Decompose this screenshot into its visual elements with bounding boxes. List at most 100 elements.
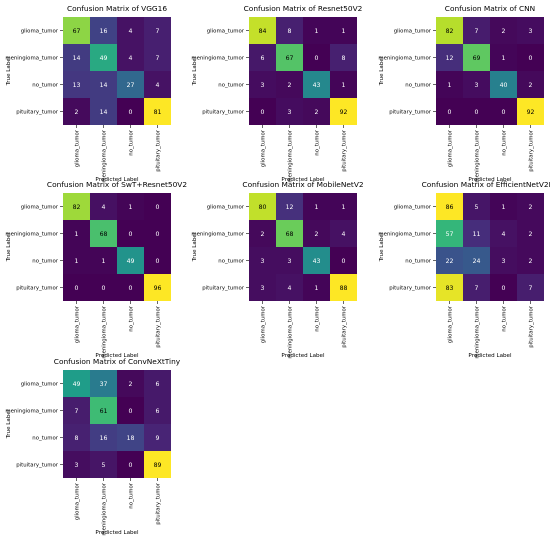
x-tick-label: meningioma_tumor — [102, 482, 108, 535]
heatmap-cell — [144, 98, 171, 125]
y-tick-label: no_tumor — [405, 83, 431, 89]
y-tick-label: meningioma_tumor — [378, 232, 431, 238]
heatmap-cell — [490, 193, 517, 220]
y-tick-label: glioma_tumor — [207, 205, 245, 211]
x-tick-label: glioma_tumor — [261, 305, 267, 343]
heatmap-cell — [249, 17, 276, 44]
heatmap-cell — [249, 44, 276, 71]
heatmap-cell — [463, 98, 490, 125]
y-tick-label: meningioma_tumor — [5, 409, 58, 415]
heatmap-cell — [330, 44, 357, 71]
x-tick-label: pituitary_tumor — [156, 129, 162, 172]
cell-value-label: 82 — [73, 204, 81, 211]
cell-value-label: 6 — [156, 408, 160, 415]
y-tick-label: no_tumor — [32, 259, 58, 265]
heatmap-cell — [436, 274, 463, 301]
x-axis-label: Predicted Label — [281, 177, 325, 183]
y-tick-label: meningioma_tumor — [5, 232, 58, 238]
cell-value-label: 4 — [129, 28, 133, 35]
heatmap-cell — [276, 247, 303, 274]
cell-value-label: 80 — [259, 204, 267, 211]
cell-value-label: 3 — [475, 82, 479, 89]
heatmap-cell — [517, 193, 544, 220]
y-tick-label: pituitary_tumor — [16, 463, 59, 469]
cell-value-label: 43 — [313, 258, 321, 265]
heatmap-cell — [63, 71, 90, 98]
heatmap-cell — [117, 98, 144, 125]
cell-value-label: 2 — [529, 82, 533, 89]
heatmap-cell — [63, 193, 90, 220]
y-axis-label: True Label — [6, 232, 12, 262]
heatmap-cell — [276, 44, 303, 71]
heatmap-cell — [330, 71, 357, 98]
heatmap-cell — [249, 247, 276, 274]
heatmap-cell — [144, 370, 171, 397]
cell-value-label: 0 — [261, 109, 265, 116]
x-tick-label: meningioma_tumor — [475, 305, 481, 358]
heatmap-cell — [63, 17, 90, 44]
heatmap-cell — [276, 98, 303, 125]
y-axis-label: True Label — [379, 232, 385, 262]
cell-value-label: 1 — [75, 231, 79, 238]
x-tick-label: glioma_tumor — [75, 305, 81, 343]
cell-value-label: 0 — [475, 109, 479, 116]
heatmap-cell — [63, 370, 90, 397]
heatmap-cell — [90, 397, 117, 424]
cell-value-label: 7 — [75, 408, 79, 415]
heatmap-cell — [463, 44, 490, 71]
x-tick-label: no_tumor — [129, 305, 135, 331]
heatmap-cell — [330, 220, 357, 247]
heatmap-cell — [144, 71, 171, 98]
heatmap-cell — [303, 274, 330, 301]
confusion-matrix-1: Confusion Matrix of VGG16 67 16 4 7 14 49 4 7 13 1… — [5, 4, 171, 183]
x-tick-label: no_tumor — [315, 305, 321, 331]
cell-value-label: 83 — [446, 285, 454, 292]
cell-value-label: 7 — [156, 55, 160, 62]
chart-title: Confusion Matrix of VGG16 — [67, 4, 167, 13]
x-axis-label: Predicted Label — [95, 530, 139, 536]
heatmap-cell — [436, 247, 463, 274]
heatmap-cell — [276, 220, 303, 247]
cell-value-label: 0 — [502, 285, 506, 292]
y-tick-label: meningioma_tumor — [378, 56, 431, 62]
heatmap-cell — [303, 71, 330, 98]
heatmap-cell — [490, 247, 517, 274]
x-tick-label: pituitary_tumor — [342, 305, 348, 348]
cell-value-label: 4 — [102, 204, 106, 211]
heatmap-cell — [517, 220, 544, 247]
cell-value-label: 11 — [473, 231, 481, 238]
heatmap-cell — [276, 71, 303, 98]
heatmap-cell — [463, 220, 490, 247]
confusion-matrix-6: Confusion Matrix of EfficientNetV2B3 86 5 1… — [378, 180, 550, 359]
cell-value-label: 2 — [502, 28, 506, 35]
cell-value-label: 1 — [315, 28, 319, 35]
chart-title: Confusion Matrix of SwT+Resnet50V2 — [47, 180, 187, 189]
heatmap-cell — [144, 247, 171, 274]
cell-value-label: 4 — [502, 231, 506, 238]
cell-value-label: 92 — [527, 109, 535, 116]
cell-value-label: 67 — [73, 28, 81, 35]
cell-value-label: 1 — [342, 28, 346, 35]
y-tick-label: meningioma_tumor — [191, 232, 244, 238]
heatmap-cell — [517, 71, 544, 98]
heatmap-cell — [436, 220, 463, 247]
y-tick-label: pituitary_tumor — [16, 286, 59, 292]
heatmap-cell — [90, 71, 117, 98]
cell-value-label: 0 — [342, 258, 346, 265]
x-tick-label: pituitary_tumor — [342, 129, 348, 172]
heatmap-cell — [490, 71, 517, 98]
x-tick-label: meningioma_tumor — [288, 129, 294, 182]
x-tick-label: no_tumor — [315, 129, 321, 155]
heatmap-cell — [117, 274, 144, 301]
cell-value-label: 22 — [446, 258, 454, 265]
heatmap-cell — [90, 98, 117, 125]
heatmap-cell — [436, 17, 463, 44]
heatmap-cell — [276, 17, 303, 44]
cell-value-label: 14 — [73, 55, 81, 62]
heatmap-cell — [90, 17, 117, 44]
cell-value-label: 5 — [475, 204, 479, 211]
heatmap-cell — [463, 71, 490, 98]
y-tick-label: meningioma_tumor — [191, 56, 244, 62]
x-tick-label: glioma_tumor — [448, 129, 454, 167]
